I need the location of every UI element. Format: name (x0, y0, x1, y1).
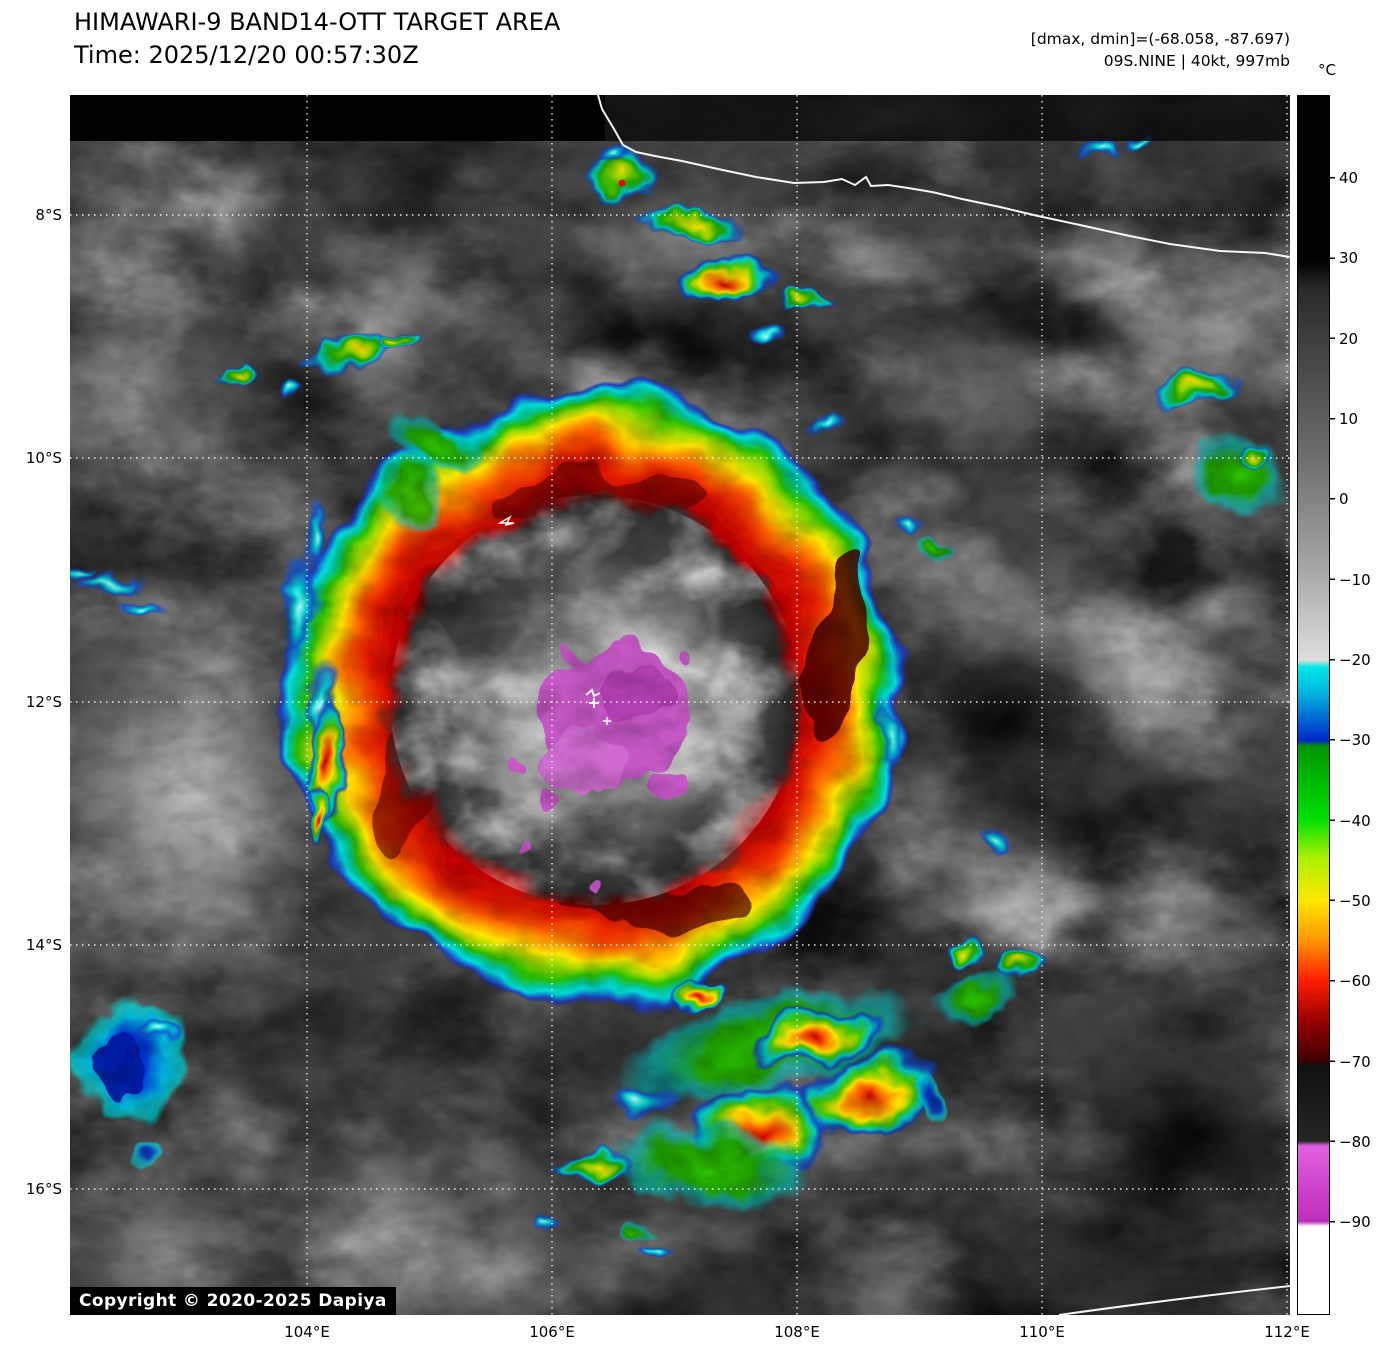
lat-label-14s: 14°S (25, 936, 62, 954)
timestamp: Time: 2025/12/20 00:57:30Z (74, 41, 419, 69)
colorbar-tick-30: 30 (1339, 249, 1359, 267)
lat-label-12s: 12°S (25, 693, 62, 711)
storm-info: 09S.NINE | 40kt, 997mb (1103, 52, 1290, 70)
colorbar-tick-m40: −40 (1339, 812, 1371, 830)
lon-label-110e: 110°E (1019, 1323, 1065, 1341)
colorbar-unit: °C (1318, 61, 1336, 79)
lat-label-10s: 10°S (25, 449, 62, 467)
colorbar-tick-m10: −10 (1339, 571, 1371, 589)
colorbar-tick-m50: −50 (1339, 892, 1371, 910)
colorbar-tick-40: 40 (1339, 169, 1359, 187)
coastline (597, 95, 1290, 1315)
fine-grain (70, 95, 1290, 1315)
colorbar-tick-0: 0 (1339, 490, 1349, 508)
colorbar-tick-m60: −60 (1339, 972, 1371, 990)
colorbar-tick-m90: −90 (1339, 1213, 1371, 1231)
lat-label-8s: 8°S (35, 206, 62, 224)
colorbar-tick-10: 10 (1339, 410, 1359, 428)
satellite-map (70, 95, 1290, 1315)
lon-label-108e: 108°E (774, 1323, 820, 1341)
colorbar-tick-m80: −80 (1339, 1133, 1371, 1151)
colorbar-tick-20: 20 (1339, 330, 1359, 348)
lon-label-106e: 106°E (529, 1323, 575, 1341)
lon-label-112e: 112°E (1264, 1323, 1310, 1341)
colorbar-tick-m20: −20 (1339, 651, 1371, 669)
copyright-badge: Copyright © 2020-2025 Dapiya (70, 1287, 396, 1315)
dmax-dmin-readout: [dmax, dmin]=(-68.058, -87.697) (1030, 30, 1290, 48)
page-title: HIMAWARI-9 BAND14-OTT TARGET AREA (74, 8, 561, 36)
lat-label-16s: 16°S (25, 1180, 62, 1198)
colorbar-tickmarks (1330, 177, 1335, 1224)
lon-label-104e: 104°E (284, 1323, 330, 1341)
colorbar-tick-m30: −30 (1339, 731, 1371, 749)
scan-edge (70, 95, 1290, 141)
colorbar-gradient (1297, 95, 1330, 1315)
colorbar-tick-m70: −70 (1339, 1053, 1371, 1071)
map-canvas (70, 95, 1290, 1315)
